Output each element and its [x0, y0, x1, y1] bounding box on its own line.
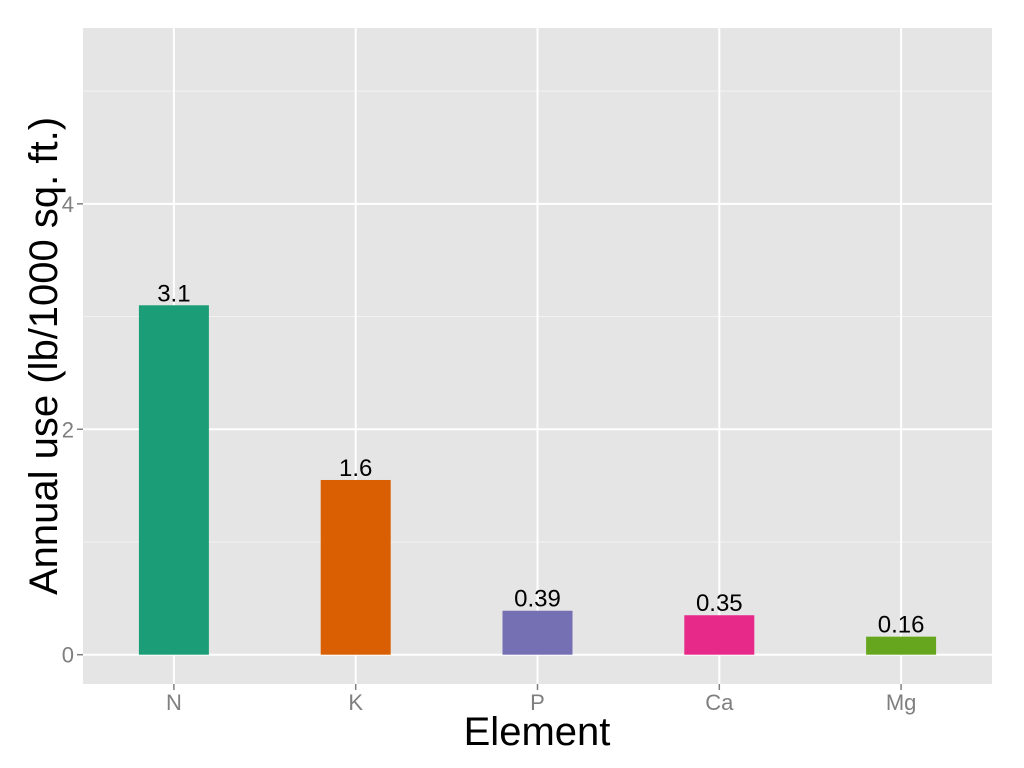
data-label-n: 3.1	[157, 280, 190, 307]
bar-p	[502, 610, 573, 655]
x-tick-label: Mg	[886, 690, 917, 715]
y-axis: 0 2 4	[62, 192, 83, 668]
bar-k	[320, 479, 391, 655]
bars	[138, 305, 937, 655]
x-tick-label: N	[166, 690, 182, 715]
x-axis-title: Element	[464, 710, 611, 754]
x-tick-label: P	[530, 690, 545, 715]
data-label-mg: 0.16	[878, 612, 925, 639]
x-tick-label: Ca	[705, 690, 734, 715]
data-labels: 3.1 1.6 0.39 0.35 0.16	[157, 280, 924, 638]
data-label-k: 1.6	[339, 455, 372, 482]
y-axis-title: Annual use (lb/1000 sq. ft.)	[22, 117, 66, 595]
bar-mg	[866, 636, 937, 655]
x-axis: N K P Ca Mg	[166, 684, 916, 715]
bar-n	[138, 305, 209, 655]
data-label-ca: 0.35	[696, 590, 743, 617]
x-tick-label: K	[348, 690, 363, 715]
data-label-p: 0.39	[514, 586, 561, 613]
y-tick-label: 4	[62, 192, 74, 217]
bar-ca	[684, 615, 755, 655]
y-tick-label: 0	[62, 643, 74, 668]
y-tick-label: 2	[62, 417, 74, 442]
